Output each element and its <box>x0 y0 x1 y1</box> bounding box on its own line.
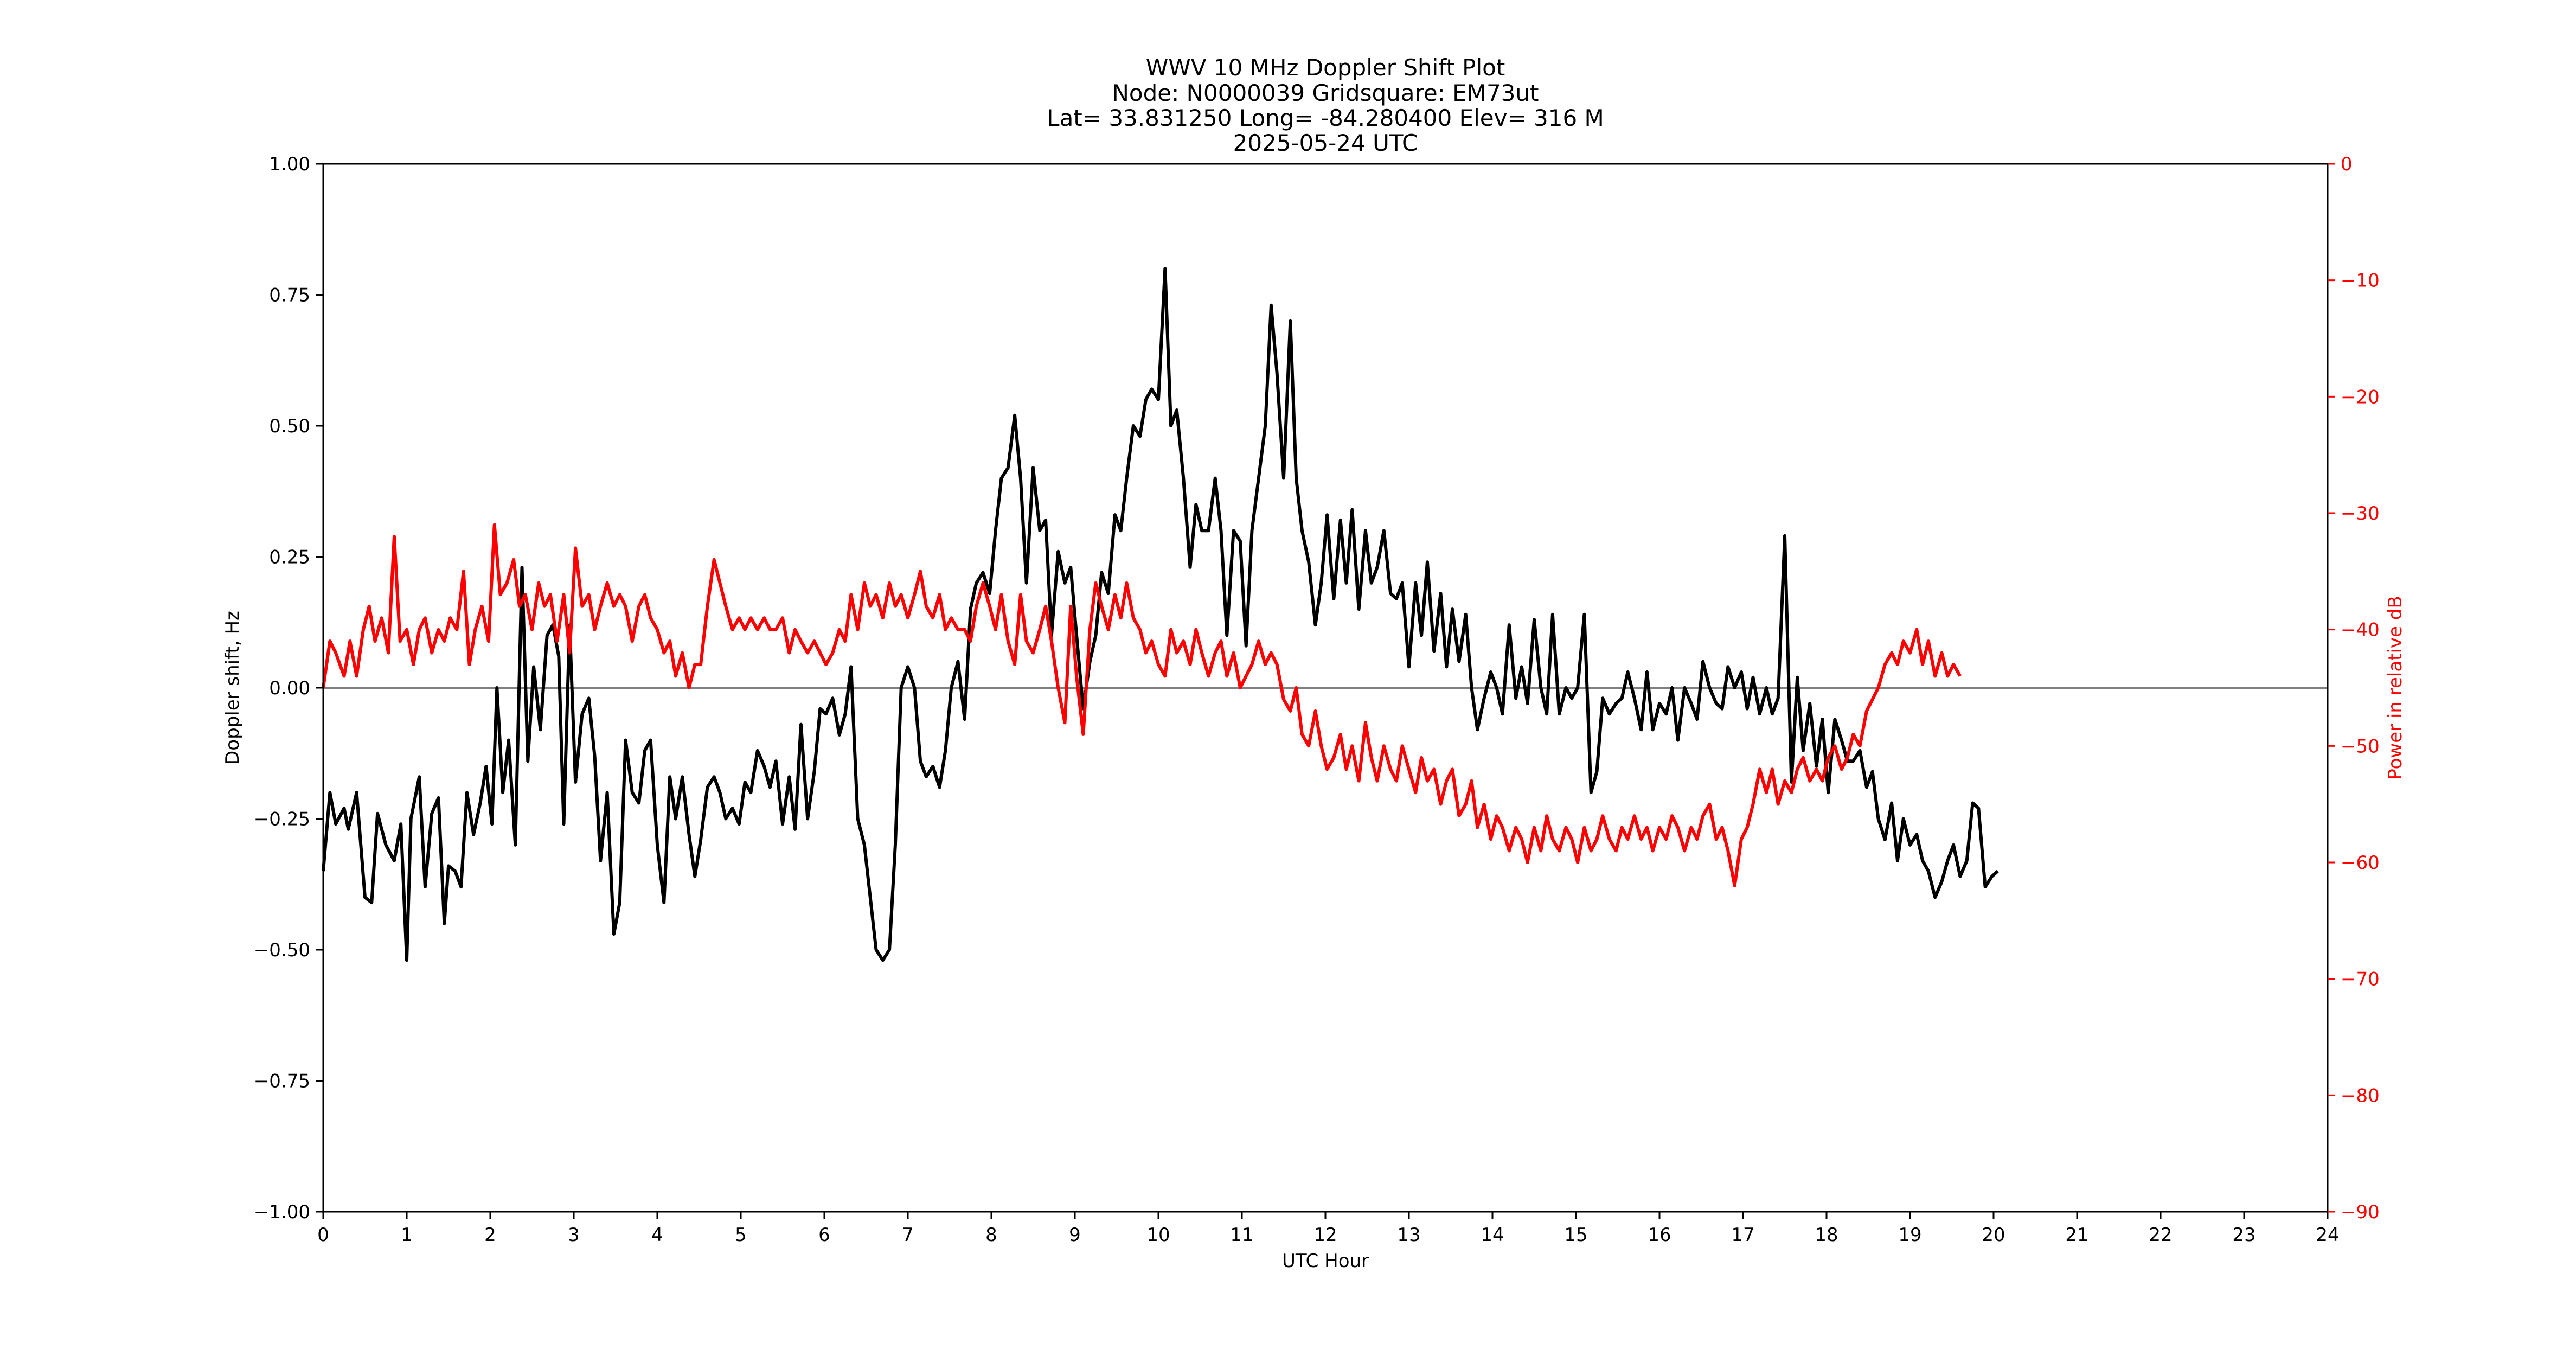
y-tick-label-right: −80 <box>2341 1085 2380 1106</box>
x-tick-label: 2 <box>484 1224 496 1246</box>
x-tick-label: 18 <box>1815 1224 1838 1246</box>
x-axis-label: UTC Hour <box>1282 1250 1369 1272</box>
x-tick-label: 14 <box>1481 1224 1504 1246</box>
y-tick-label-right: −60 <box>2341 852 2380 874</box>
chart-title: WWV 10 MHz Doppler Shift Plot Node: N000… <box>1047 54 1604 156</box>
title-line-4: 2025-05-24 UTC <box>1233 130 1418 156</box>
x-tick-label: 15 <box>1564 1224 1587 1246</box>
x-tick-label: 0 <box>317 1224 329 1246</box>
doppler-shift-line <box>322 267 1999 962</box>
y-axis-label-right: Power in relative dB <box>2385 596 2406 779</box>
x-tick-label: 7 <box>902 1224 914 1246</box>
x-tick-label: 19 <box>1898 1224 1921 1246</box>
y-tick-label-left: 1.00 <box>269 153 310 175</box>
x-tick-label: 21 <box>2065 1224 2088 1246</box>
x-tick-label: 9 <box>1069 1224 1081 1246</box>
power-line <box>322 523 1962 887</box>
x-tick-label: 17 <box>1731 1224 1754 1246</box>
y-tick-label-right: −50 <box>2341 735 2380 757</box>
x-tick-label: 13 <box>1397 1224 1420 1246</box>
x-tick-label: 24 <box>2316 1224 2339 1246</box>
y-tick-label-right: −10 <box>2341 270 2380 292</box>
x-tick-label: 4 <box>651 1224 663 1246</box>
x-tick-label: 3 <box>568 1224 580 1246</box>
x-tick-label: 12 <box>1313 1224 1337 1246</box>
x-tick-label: 22 <box>2149 1224 2172 1246</box>
y-tick-label-right: 0 <box>2341 153 2353 175</box>
y-tick-label-left: 0.00 <box>269 677 310 699</box>
y-tick-label-left: −0.25 <box>254 809 310 830</box>
y-tick-label-left: 0.50 <box>269 415 310 437</box>
y-tick-label-right: −90 <box>2341 1201 2380 1223</box>
x-tick-label: 6 <box>818 1224 830 1246</box>
x-tick-label: 23 <box>2232 1224 2255 1246</box>
x-tick-label: 1 <box>401 1224 413 1246</box>
axes: 0 1 2 3 4 5 6 7 8 9 10 11 12 13 14 15 16 17 18 19 20 21 22 23 24… <box>254 153 2380 1246</box>
y-tick-label-left: 0.75 <box>269 285 310 306</box>
x-tick-label: 5 <box>735 1224 747 1246</box>
y-axis-label-left: Doppler shift, Hz <box>222 611 243 765</box>
y-tick-label-right: −70 <box>2341 969 2380 990</box>
y-tick-label-left: 0.25 <box>269 547 310 568</box>
y-tick-label-left: −1.00 <box>254 1201 310 1223</box>
title-line-2: Node: N0000039 Gridsquare: EM73ut <box>1112 80 1539 106</box>
y-tick-label-right: −20 <box>2341 386 2380 408</box>
x-tick-label: 11 <box>1230 1224 1253 1246</box>
x-tick-label: 10 <box>1146 1224 1170 1246</box>
y-tick-label-right: −30 <box>2341 503 2380 525</box>
y-tick-label-left: −0.75 <box>254 1071 310 1092</box>
x-tick-label: 20 <box>1982 1224 2005 1246</box>
y-tick-label-left: −0.50 <box>254 939 310 961</box>
x-tick-label: 16 <box>1648 1224 1671 1246</box>
title-line-1: WWV 10 MHz Doppler Shift Plot <box>1146 54 1505 81</box>
plot-area <box>322 267 2328 962</box>
title-line-3: Lat= 33.831250 Long= -84.280400 Elev= 31… <box>1047 105 1604 131</box>
x-tick-label: 8 <box>985 1224 997 1246</box>
y-tick-label-right: −40 <box>2341 619 2380 641</box>
